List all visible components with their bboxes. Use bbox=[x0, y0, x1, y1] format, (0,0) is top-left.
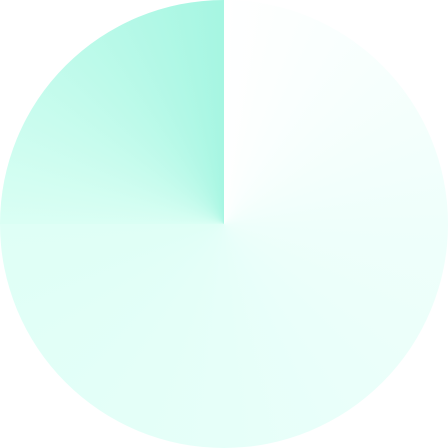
conic-gradient-circle bbox=[0, 0, 448, 448]
canvas bbox=[0, 0, 448, 448]
